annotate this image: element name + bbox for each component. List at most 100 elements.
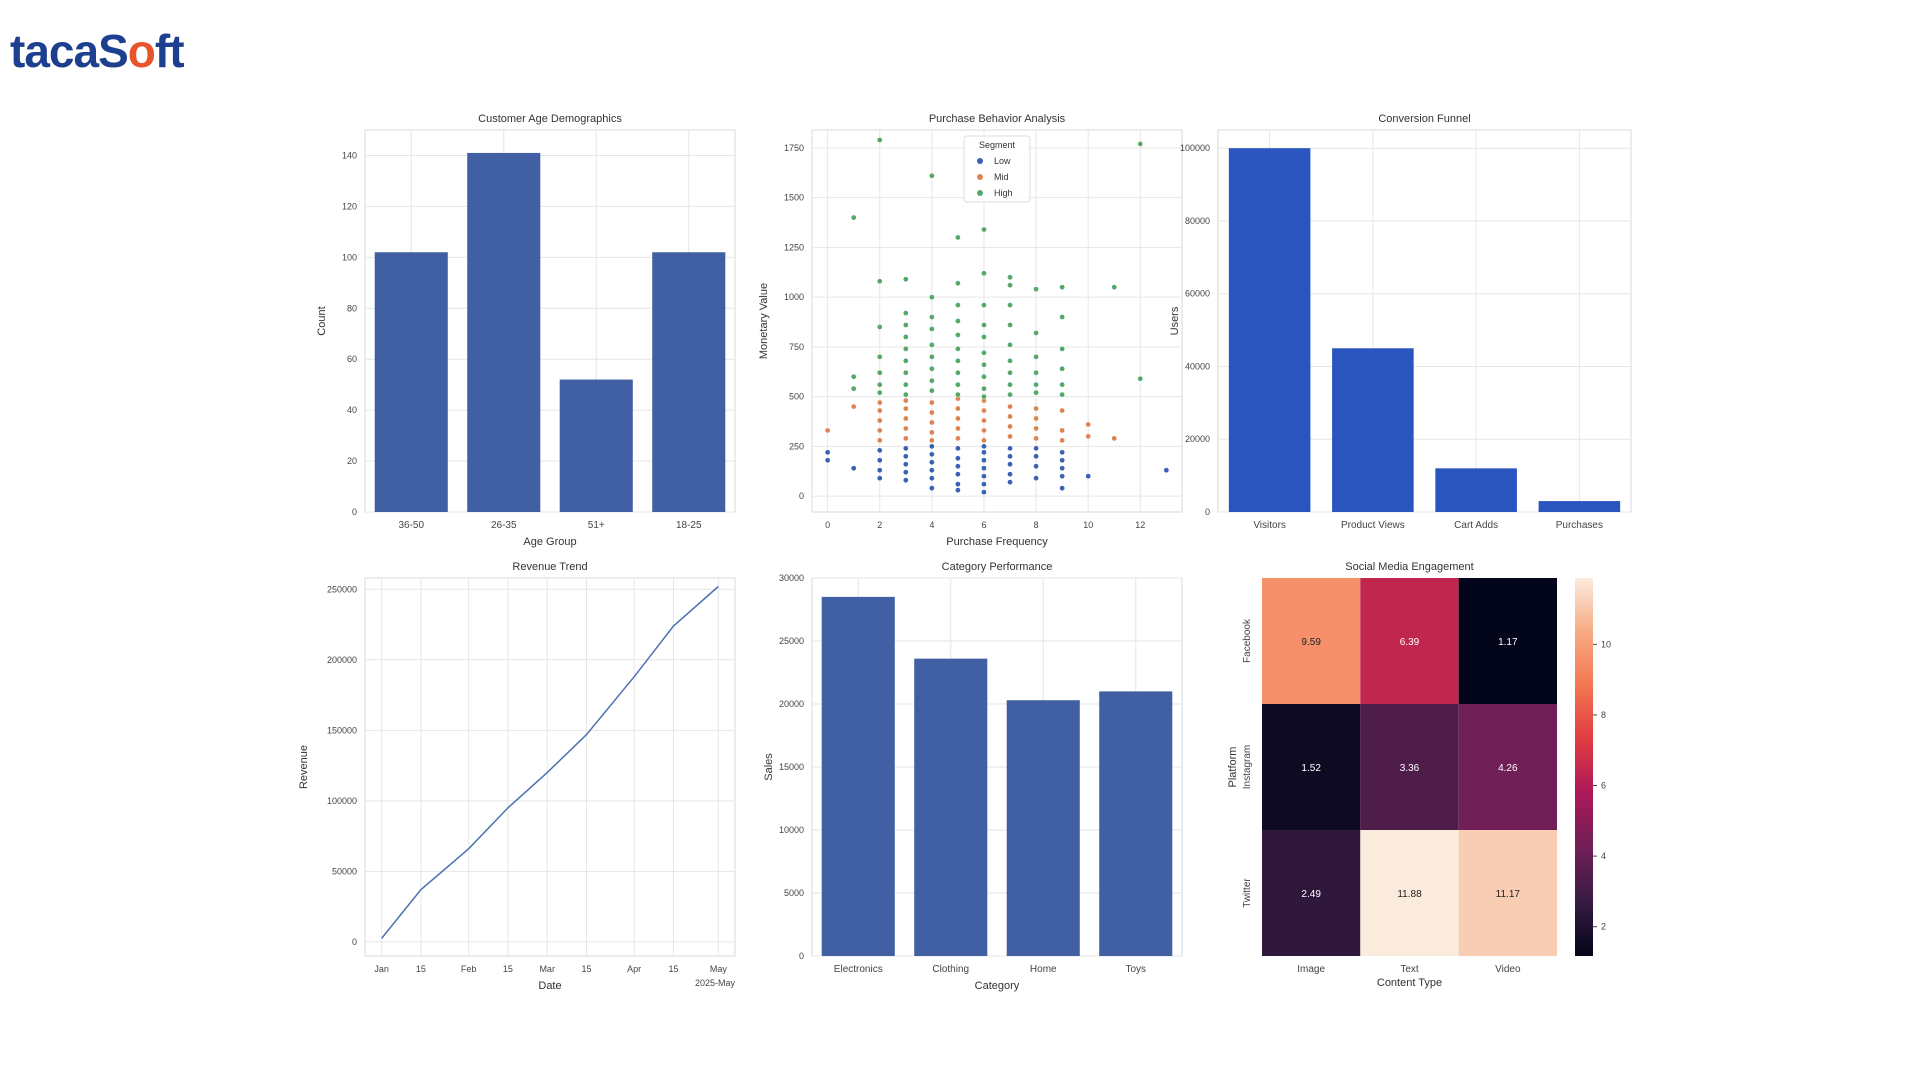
- purchase-point-low: [902, 453, 909, 460]
- social-colorbar-tick-label: 8: [1601, 710, 1606, 720]
- category-bar: [1006, 700, 1080, 956]
- category-chart-title: Category Performance: [942, 561, 1053, 573]
- purchase-point-low: [955, 455, 961, 462]
- purchase-point-mid: [876, 407, 883, 414]
- purchase-point-mid: [955, 435, 961, 442]
- purchase-point-high: [1059, 314, 1065, 320]
- purchase-point-mid: [981, 407, 987, 414]
- purchase-point-low: [1007, 461, 1013, 468]
- purchase-point-low: [1059, 457, 1065, 464]
- social-cell: [1262, 704, 1361, 830]
- revenue-x-tick-label: Mar: [539, 964, 555, 974]
- purchase-point-low: [1033, 463, 1039, 470]
- age-chart: Customer Age Demographics Age Group Count 0…: [316, 113, 736, 548]
- revenue-y-tick-label: 150000: [327, 725, 357, 735]
- category-x-tick-label: Electronics: [834, 964, 883, 975]
- social-cell-value: 6.39: [1400, 637, 1420, 648]
- purchase-point-mid: [902, 415, 909, 422]
- purchase-chart: Purchase Behavior Analysis Purchase Frequ…: [758, 113, 1183, 548]
- purchase-point-high: [929, 314, 935, 320]
- age-y-axis-label: Count: [316, 306, 328, 335]
- age-chart-title: Customer Age Demographics: [478, 113, 622, 125]
- funnel-y-tick-label: 20000: [1185, 434, 1210, 444]
- purchase-x-tick-label: 8: [1034, 520, 1039, 530]
- purchase-y-tick-label: 250: [789, 441, 804, 451]
- purchase-point-high: [876, 278, 883, 285]
- purchase-x-tick-label: 4: [929, 520, 934, 530]
- category-y-tick-label: 30000: [779, 573, 804, 583]
- revenue-x-tick-label: Jan: [374, 964, 389, 974]
- category-y-tick-label: 15000: [779, 762, 804, 772]
- purchase-point-mid: [850, 403, 857, 410]
- purchase-point-low: [955, 481, 961, 487]
- purchase-point-high: [1007, 369, 1013, 376]
- purchase-legend-label: Low: [994, 156, 1011, 166]
- purchase-point-mid: [1111, 435, 1118, 442]
- purchase-point-high: [876, 324, 883, 330]
- purchase-point-mid: [1059, 427, 1065, 434]
- purchase-point-high: [981, 270, 987, 277]
- social-cell: [1458, 704, 1557, 830]
- purchase-point-high: [1007, 342, 1013, 348]
- purchase-point-mid: [929, 419, 935, 426]
- purchase-point-low: [1007, 453, 1013, 460]
- funnel-x-tick-label: Product Views: [1341, 520, 1405, 531]
- purchase-point-high: [902, 369, 909, 376]
- purchase-point-high: [1137, 141, 1144, 147]
- purchase-point-mid: [955, 425, 961, 432]
- purchase-point-low: [955, 487, 961, 493]
- purchase-point-low: [1163, 467, 1170, 474]
- purchase-point-high: [902, 391, 909, 398]
- purchase-point-high: [902, 381, 909, 388]
- purchase-point-high: [1007, 381, 1013, 388]
- category-x-tick-label: Toys: [1125, 964, 1146, 975]
- funnel-y-tick-label: 80000: [1185, 216, 1210, 226]
- purchase-x-tick-label: 6: [981, 520, 986, 530]
- social-cell: [1458, 578, 1557, 704]
- purchase-point-mid: [955, 405, 961, 412]
- category-x-tick-label: Clothing: [932, 964, 969, 975]
- social-y-tick-label: Facebook: [1242, 618, 1253, 663]
- purchase-point-high: [1007, 391, 1013, 398]
- age-y-tick-label: 40: [347, 405, 357, 415]
- purchase-point-high: [902, 322, 909, 328]
- revenue-x-tick-label: Feb: [461, 964, 477, 974]
- purchase-point-low: [902, 445, 909, 452]
- purchase-point-mid: [929, 399, 935, 406]
- purchase-point-mid: [981, 417, 987, 424]
- purchase-point-high: [955, 332, 961, 338]
- logo-text-part3: o: [127, 25, 156, 77]
- tacasoft-logo: tacaSoft: [10, 24, 185, 78]
- purchase-point-high: [981, 393, 987, 400]
- purchase-point-high: [955, 357, 961, 364]
- social-x-tick-label: Image: [1297, 964, 1325, 975]
- purchase-point-low: [902, 469, 909, 476]
- social-cell-value: 1.17: [1498, 637, 1518, 648]
- purchase-point-high: [929, 326, 935, 332]
- purchase-point-mid: [981, 427, 987, 434]
- age-y-tick-label: 100: [342, 252, 357, 262]
- social-colorbar: [1575, 578, 1593, 956]
- purchase-point-low: [929, 459, 935, 466]
- funnel-y-tick-label: 60000: [1185, 289, 1210, 299]
- social-x-tick-label: Video: [1495, 964, 1521, 975]
- purchase-point-mid: [824, 427, 831, 434]
- revenue-chart: Revenue Trend Date Revenue 0 50000 100000 1500…: [298, 561, 736, 992]
- social-cell: [1360, 704, 1459, 830]
- purchase-point-low: [981, 489, 987, 495]
- purchase-point-mid: [929, 429, 935, 436]
- social-cell: [1262, 578, 1361, 704]
- purchase-point-low: [824, 457, 831, 464]
- purchase-legend-marker: [977, 174, 983, 180]
- purchase-point-high: [1033, 369, 1039, 376]
- purchase-x-tick-label: 12: [1135, 520, 1145, 530]
- social-colorbar-tick-label: 10: [1601, 639, 1611, 649]
- purchase-point-mid: [1085, 421, 1092, 428]
- revenue-y-axis-label: Revenue: [298, 745, 310, 789]
- purchase-point-low: [1059, 449, 1065, 456]
- purchase-point-mid: [1033, 405, 1039, 412]
- age-y-tick-label: 0: [352, 507, 357, 517]
- social-cell-value: 1.52: [1301, 763, 1321, 774]
- purchase-point-mid: [902, 397, 909, 404]
- category-x-tick-label: Home: [1030, 964, 1057, 975]
